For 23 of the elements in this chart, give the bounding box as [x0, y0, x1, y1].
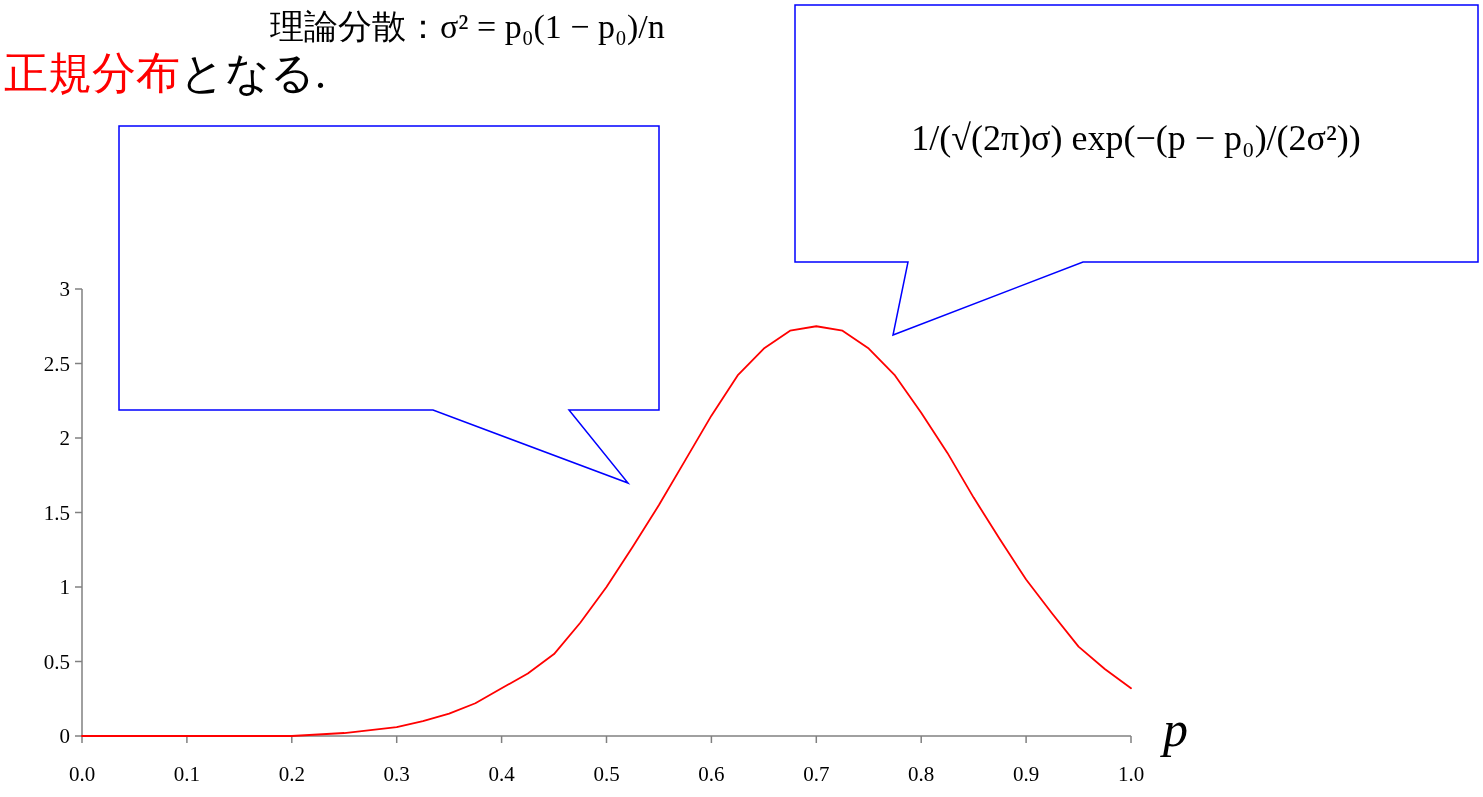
x-tick-label: 0.8 — [908, 762, 935, 786]
y-tick-label: 0 — [59, 724, 70, 748]
x-tick-label: 1.0 — [1117, 762, 1145, 786]
y-tick-label: 2.5 — [43, 351, 70, 376]
x-tick-label: 0.6 — [698, 762, 725, 786]
y-tick-label: 0.5 — [43, 649, 70, 674]
x-tick-label: 0.7 — [803, 762, 830, 786]
y-tick-label: 3 — [59, 277, 70, 301]
x-tick-label: 0.3 — [383, 762, 410, 786]
text: 正規分布 — [4, 49, 180, 98]
y-tick-label: 2 — [59, 426, 70, 450]
text: 1/(√(2π)σ) exp(−(p − p₀)/(2σ²)) — [911, 118, 1361, 158]
x-tick-label: 0.9 — [1012, 762, 1040, 786]
x-tick-label: 0.4 — [488, 762, 516, 786]
x-tick-label: 0.2 — [278, 762, 305, 786]
y-tick-label: 1.5 — [43, 500, 70, 525]
y-tick-label: 1 — [59, 575, 70, 599]
text: となる. — [180, 49, 326, 98]
x-tick-label: 0.5 — [593, 762, 620, 786]
x-tick-label: 0.0 — [68, 762, 96, 786]
x-tick-label: 0.1 — [173, 762, 201, 786]
x-axis-title: p — [1160, 701, 1188, 757]
text: 理論分散：σ² = p₀(1 − p₀)/n — [270, 8, 665, 46]
